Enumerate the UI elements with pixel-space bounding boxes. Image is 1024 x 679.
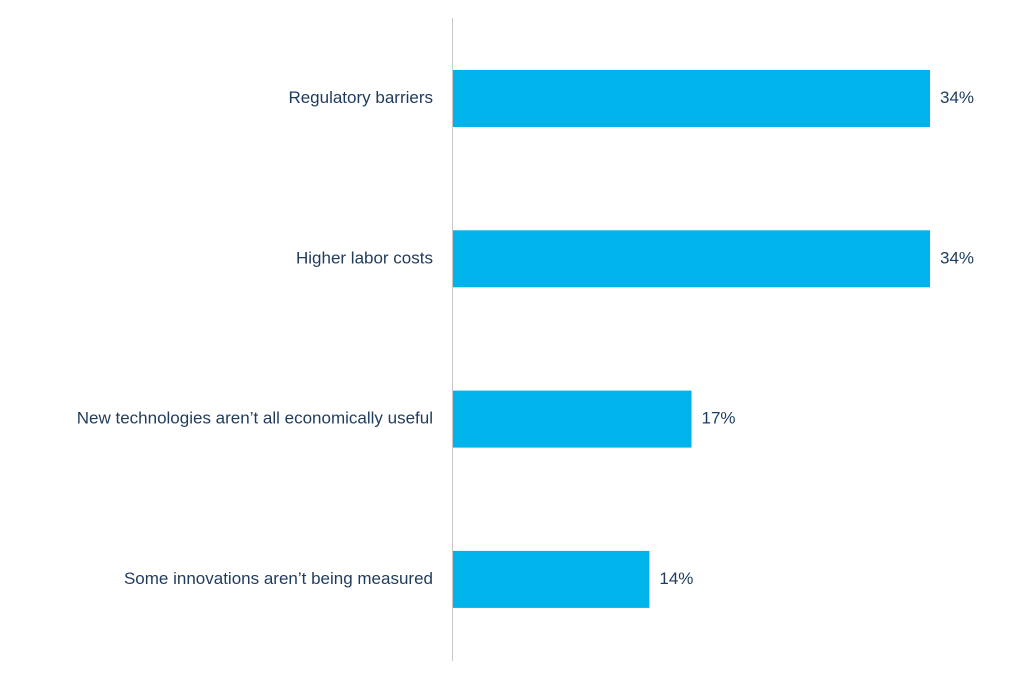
value-label-3: 17%: [702, 409, 736, 428]
bar-4: [453, 550, 650, 608]
bar-1: [453, 70, 930, 127]
category-label-2: Higher labor costs: [296, 248, 433, 267]
category-label-3: New technologies aren’t all economically…: [77, 409, 433, 428]
bar-3: [453, 390, 692, 448]
bar-2: [453, 230, 930, 288]
value-label-2: 34%: [940, 248, 974, 267]
category-label-1: Regulatory barriers: [288, 88, 433, 107]
bars-group: Regulatory barriers 34% Higher labor costs…: [77, 70, 974, 608]
value-label-1: 34%: [940, 88, 974, 107]
value-label-4: 14%: [659, 569, 693, 588]
category-label-4: Some innovations aren’t being measured: [124, 569, 433, 588]
